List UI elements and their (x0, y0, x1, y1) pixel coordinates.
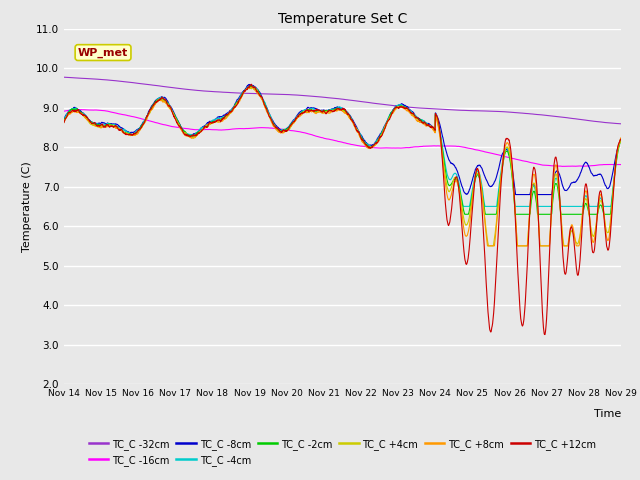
TC_C -2cm (246, 83, 254, 89)
TC_C +8cm (484, 243, 492, 249)
TC_C +12cm (541, 332, 549, 337)
TC_C -8cm (512, 192, 520, 197)
TC_C -8cm (617, 136, 625, 142)
TC_C -8cm (584, 161, 591, 167)
Text: Time: Time (593, 409, 621, 419)
TC_C -16cm (60, 108, 68, 114)
TC_C -4cm (505, 148, 513, 154)
TC_C -4cm (617, 137, 625, 143)
TC_C -16cm (504, 155, 512, 160)
TC_C +4cm (216, 118, 223, 123)
TC_C -2cm (216, 118, 223, 123)
TC_C +8cm (568, 222, 576, 228)
TC_C -2cm (461, 211, 469, 217)
TC_C -8cm (359, 135, 367, 141)
TC_C -2cm (584, 204, 591, 210)
TC_C +12cm (216, 117, 223, 123)
Line: TC_C -16cm: TC_C -16cm (64, 109, 621, 167)
Title: Temperature Set C: Temperature Set C (278, 12, 407, 26)
TC_C -2cm (568, 211, 576, 217)
TC_C -4cm (371, 141, 379, 146)
Line: TC_C +12cm: TC_C +12cm (64, 84, 621, 335)
TC_C -2cm (359, 137, 367, 143)
TC_C +12cm (371, 141, 379, 147)
TC_C +12cm (248, 82, 255, 87)
TC_C -16cm (371, 145, 379, 151)
TC_C +4cm (60, 120, 68, 125)
TC_C -2cm (617, 136, 625, 142)
TC_C -32cm (60, 74, 68, 80)
TC_C -4cm (568, 204, 576, 209)
TC_C -32cm (617, 121, 625, 127)
TC_C -16cm (76, 107, 84, 112)
TC_C +12cm (584, 189, 591, 194)
TC_C -32cm (371, 100, 378, 106)
TC_C -8cm (371, 141, 379, 146)
TC_C -32cm (504, 109, 512, 115)
TC_C -16cm (617, 162, 625, 168)
TC_C -8cm (60, 116, 68, 122)
TC_C -32cm (358, 99, 366, 105)
TC_C -4cm (216, 116, 223, 121)
TC_C +8cm (617, 135, 625, 141)
TC_C +8cm (371, 142, 379, 148)
TC_C +12cm (504, 136, 512, 142)
TC_C -32cm (568, 116, 575, 121)
TC_C +4cm (584, 201, 591, 207)
TC_C +8cm (584, 194, 591, 200)
TC_C +12cm (568, 225, 576, 231)
TC_C -32cm (583, 118, 591, 123)
TC_C +8cm (505, 142, 513, 147)
TC_C -32cm (216, 89, 223, 95)
Line: TC_C +4cm: TC_C +4cm (64, 87, 621, 246)
TC_C +12cm (617, 136, 625, 142)
TC_C +12cm (359, 137, 367, 143)
Y-axis label: Temperature (C): Temperature (C) (22, 161, 32, 252)
TC_C -2cm (60, 116, 68, 122)
TC_C +4cm (617, 139, 625, 144)
TC_C +4cm (359, 139, 367, 145)
TC_C -8cm (245, 82, 253, 87)
TC_C +8cm (60, 118, 68, 124)
TC_C -4cm (584, 196, 591, 202)
TC_C +4cm (371, 143, 379, 148)
TC_C +8cm (248, 84, 256, 90)
TC_C +4cm (249, 84, 257, 90)
TC_C -16cm (216, 127, 223, 133)
Line: TC_C -32cm: TC_C -32cm (64, 77, 621, 124)
TC_C -16cm (359, 144, 367, 149)
TC_C -4cm (60, 117, 68, 122)
TC_C -4cm (246, 83, 254, 88)
Legend: TC_C -32cm, TC_C -16cm, TC_C -8cm, TC_C -4cm, TC_C -2cm, TC_C +4cm, TC_C +8cm, T: TC_C -32cm, TC_C -16cm, TC_C -8cm, TC_C … (84, 435, 600, 469)
TC_C -4cm (460, 204, 467, 209)
TC_C -8cm (504, 148, 512, 154)
TC_C -8cm (568, 180, 576, 186)
TC_C +12cm (60, 120, 68, 125)
TC_C -8cm (216, 114, 223, 120)
TC_C -16cm (559, 164, 566, 169)
TC_C -4cm (359, 136, 367, 142)
TC_C +8cm (216, 120, 223, 125)
TC_C -16cm (568, 163, 576, 169)
TC_C +4cm (505, 146, 513, 152)
TC_C -16cm (584, 163, 591, 169)
TC_C +8cm (359, 139, 367, 145)
TC_C +4cm (568, 228, 576, 234)
Line: TC_C -8cm: TC_C -8cm (64, 84, 621, 194)
Text: WP_met: WP_met (78, 48, 128, 58)
TC_C +4cm (484, 243, 492, 249)
Line: TC_C -4cm: TC_C -4cm (64, 85, 621, 206)
Line: TC_C +8cm: TC_C +8cm (64, 87, 621, 246)
TC_C -2cm (505, 152, 513, 157)
Line: TC_C -2cm: TC_C -2cm (64, 86, 621, 214)
TC_C -2cm (371, 142, 379, 148)
